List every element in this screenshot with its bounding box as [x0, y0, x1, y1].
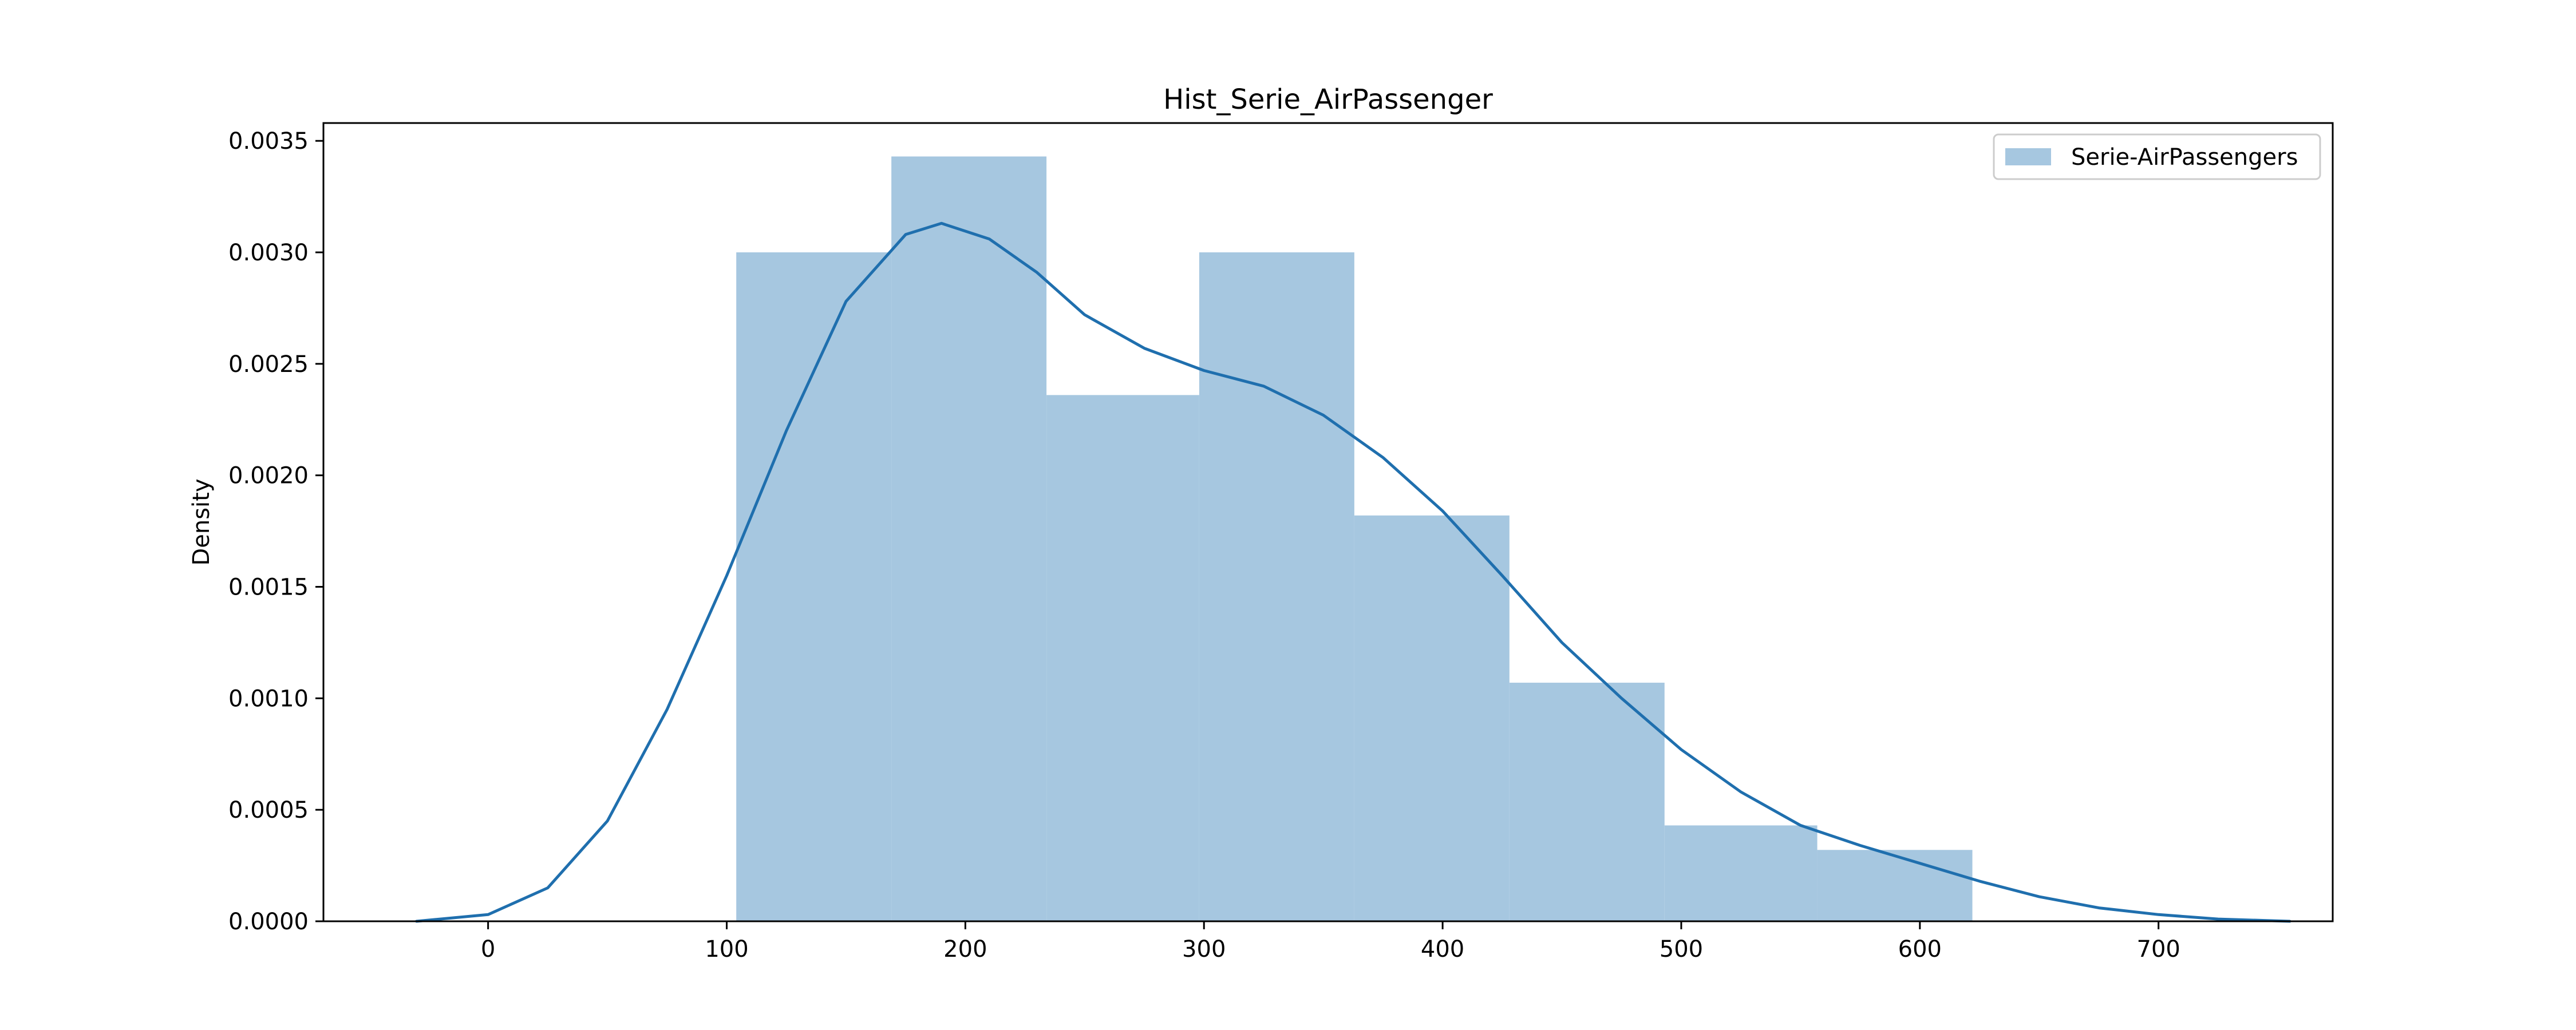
- chart-title: Hist_Serie_AirPassenger: [1163, 84, 1493, 116]
- legend-label: Serie-AirPassengers: [2071, 144, 2298, 171]
- x-tick-label-600: 600: [1898, 936, 1942, 962]
- y-tick-label-1: 0.0005: [228, 797, 309, 823]
- y-tick-label-3: 0.0015: [228, 575, 309, 601]
- histogram-bar-4: [1199, 252, 1354, 921]
- histogram-bar-7: [1664, 825, 1818, 921]
- x-tick-label-200: 200: [943, 936, 987, 962]
- y-axis-title: Density: [188, 478, 215, 565]
- histogram-bar-3: [1046, 395, 1199, 921]
- histogram-bar-8: [1817, 850, 1973, 921]
- y-tick-label-2: 0.0010: [228, 686, 309, 712]
- histogram-bar-1: [736, 252, 892, 921]
- legend-swatch: [2005, 148, 2051, 165]
- y-tick-label-6: 0.0030: [228, 240, 309, 266]
- plot-frame: [322, 122, 2334, 922]
- axes: [322, 122, 2334, 922]
- y-tick-label-7: 0.0035: [228, 128, 309, 154]
- histogram-bar-5: [1354, 515, 1510, 921]
- y-tick-label-4: 0.0020: [228, 463, 309, 489]
- x-tick-label-100: 100: [705, 936, 748, 962]
- x-tick-label-500: 500: [1660, 936, 1703, 962]
- y-tick-label-5: 0.0025: [228, 351, 309, 378]
- legend-frame: [1993, 133, 2321, 180]
- kde-line: [415, 221, 2291, 923]
- histogram-bar-6: [1509, 683, 1665, 921]
- kde-curve-layer: [415, 221, 2291, 923]
- x-tick-label-400: 400: [1421, 936, 1464, 962]
- ticks: 0 100 200 300 400 500 600 700 0.0000 0.0005 0.0010…: [228, 128, 2180, 962]
- histogram-bar-2: [891, 156, 1047, 921]
- histogram-bars: [736, 156, 1973, 921]
- y-tick-label-0: 0.0000: [228, 909, 309, 935]
- legend: Serie-AirPassengers: [1993, 133, 2321, 180]
- x-tick-label-700: 700: [2137, 936, 2180, 962]
- x-tick-label-300: 300: [1182, 936, 1226, 962]
- x-tick-label-0: 0: [481, 936, 495, 962]
